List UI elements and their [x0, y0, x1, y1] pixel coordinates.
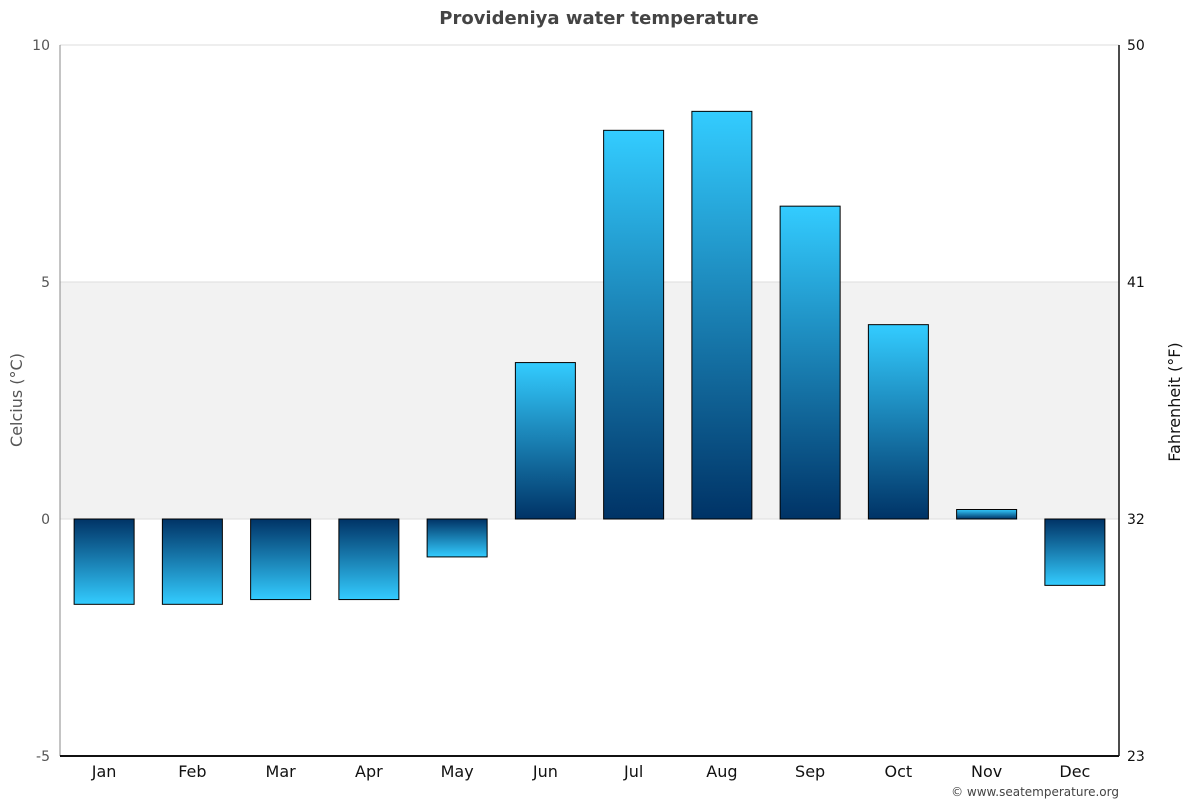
x-tick-label: Sep	[795, 762, 825, 781]
x-tick-label: Apr	[355, 762, 383, 781]
bar-may[interactable]	[426, 518, 488, 558]
bar-nov[interactable]	[956, 509, 1018, 520]
x-tick-label: Jul	[623, 762, 643, 781]
y-tick-label-right: 41	[1127, 275, 1145, 291]
y-axis-label-left: Celcius (°C)	[7, 353, 26, 447]
x-tick-label: Nov	[971, 762, 1002, 781]
bar-feb[interactable]	[161, 518, 223, 605]
x-tick-label: Feb	[178, 762, 206, 781]
bar-oct[interactable]	[867, 324, 929, 520]
x-tick-label: Mar	[266, 762, 297, 781]
x-tick-label: Oct	[885, 762, 913, 781]
bar-mar[interactable]	[250, 518, 312, 601]
y-tick-label-left: 10	[32, 38, 50, 54]
x-tick-label: Jun	[532, 762, 558, 781]
y-tick-label-left: -5	[36, 749, 50, 765]
bar-sep[interactable]	[779, 205, 841, 520]
bar-dec[interactable]	[1044, 518, 1106, 586]
y-axis-label-right: Fahrenheit (°F)	[1165, 342, 1184, 461]
x-tick-label: Aug	[706, 762, 737, 781]
bar-aug[interactable]	[691, 110, 753, 520]
bar-apr[interactable]	[338, 518, 400, 601]
y-tick-label-right: 50	[1127, 38, 1145, 54]
bar-jan[interactable]	[73, 518, 135, 605]
x-tick-label: Jan	[91, 762, 117, 781]
chart-title: Provideniya water temperature	[439, 8, 758, 29]
y-tick-label-left: 5	[41, 275, 50, 291]
y-tick-label-left: 0	[41, 512, 50, 528]
highlight-band	[60, 282, 1119, 519]
credit-link[interactable]: © www.seatemperature.org	[951, 785, 1119, 799]
x-tick-label: Dec	[1059, 762, 1090, 781]
y-tick-label-right: 32	[1127, 512, 1145, 528]
x-tick-label: May	[441, 762, 474, 781]
y-tick-label-right: 23	[1127, 749, 1145, 765]
bar-jun[interactable]	[514, 362, 576, 520]
bar-jul[interactable]	[603, 129, 665, 520]
